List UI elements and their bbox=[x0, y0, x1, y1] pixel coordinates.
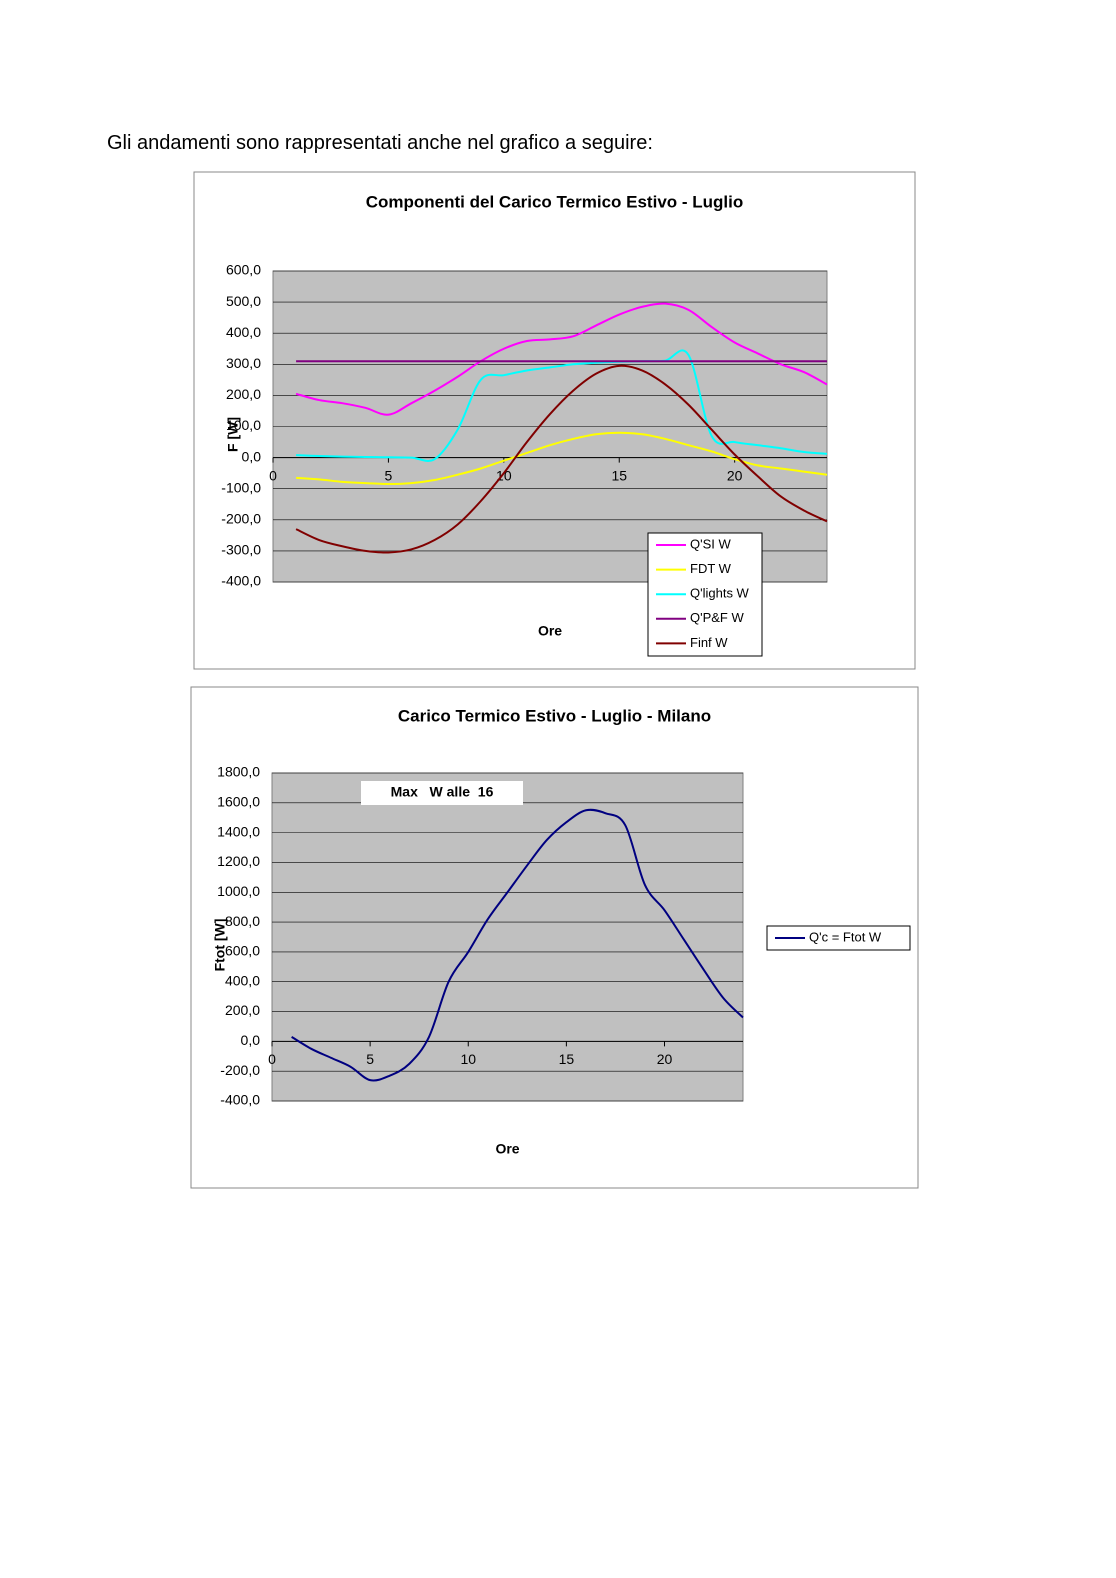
x-tick-label: 0 bbox=[269, 467, 277, 483]
legend-label: Q'c = Ftot W bbox=[809, 929, 882, 944]
y-tick-label: 1800,0 bbox=[217, 764, 260, 780]
legend-label: Q'SI W bbox=[690, 536, 731, 551]
y-tick-label: 600,0 bbox=[225, 943, 260, 959]
annotation: Max W alle 16 bbox=[391, 784, 494, 800]
y-tick-label: 1200,0 bbox=[217, 853, 260, 869]
y-tick-label: 400,0 bbox=[225, 972, 260, 988]
y-axis-label: Ftot [W] bbox=[212, 919, 228, 972]
y-tick-label: -100,0 bbox=[221, 479, 261, 495]
series-line bbox=[295, 302, 828, 416]
y-tick-label: -300,0 bbox=[221, 542, 261, 558]
x-tick-label: 15 bbox=[559, 1051, 575, 1067]
y-tick-label: 0,0 bbox=[241, 1032, 261, 1048]
x-tick-label: 10 bbox=[460, 1051, 476, 1067]
legend-label: Finf W bbox=[690, 635, 728, 650]
x-tick-label: 5 bbox=[366, 1051, 374, 1067]
plot-area bbox=[271, 772, 744, 1102]
series-line bbox=[295, 364, 828, 554]
chart-title: Carico Termico Estivo - Luglio - Milano bbox=[398, 706, 711, 725]
y-tick-label: 1400,0 bbox=[217, 823, 260, 839]
chart-title: Componenti del Carico Termico Estivo - L… bbox=[366, 192, 744, 211]
annotation-box bbox=[361, 781, 523, 805]
series-line bbox=[291, 808, 744, 1082]
legend-label: Q'lights W bbox=[690, 586, 750, 601]
x-axis-label: Ore bbox=[538, 623, 562, 639]
y-tick-label: -200,0 bbox=[221, 511, 261, 527]
y-tick-label: -400,0 bbox=[221, 573, 261, 589]
legend-label: FDT W bbox=[690, 561, 732, 576]
series-line bbox=[296, 431, 828, 486]
y-tick-label: 1600,0 bbox=[217, 794, 260, 810]
x-tick-label: 0 bbox=[268, 1051, 276, 1067]
y-tick-label: -400,0 bbox=[220, 1092, 260, 1108]
y-tick-label: 300,0 bbox=[226, 355, 261, 371]
x-tick-label: 20 bbox=[657, 1051, 673, 1067]
y-tick-label: 0,0 bbox=[242, 448, 262, 464]
y-tick-label: 200,0 bbox=[226, 386, 261, 402]
x-axis-label: Ore bbox=[495, 1141, 519, 1157]
y-tick-label: 800,0 bbox=[225, 913, 260, 929]
series-line bbox=[296, 349, 828, 462]
y-tick-label: 400,0 bbox=[226, 324, 261, 340]
y-tick-label: 100,0 bbox=[226, 417, 261, 433]
y-tick-label: 600,0 bbox=[226, 262, 261, 278]
x-tick-label: 20 bbox=[727, 467, 743, 483]
x-tick-label: 5 bbox=[385, 467, 393, 483]
y-axis-label: F [W] bbox=[225, 417, 241, 452]
y-tick-label: 500,0 bbox=[226, 293, 261, 309]
y-tick-label: 1000,0 bbox=[217, 883, 260, 899]
legend-label: Q'P&F W bbox=[690, 610, 744, 625]
y-tick-label: 200,0 bbox=[225, 1002, 260, 1018]
intro-text: Gli andamenti sono rappresentati anche n… bbox=[107, 132, 653, 154]
y-tick-label: -200,0 bbox=[220, 1062, 260, 1078]
x-tick-label: 15 bbox=[611, 467, 627, 483]
